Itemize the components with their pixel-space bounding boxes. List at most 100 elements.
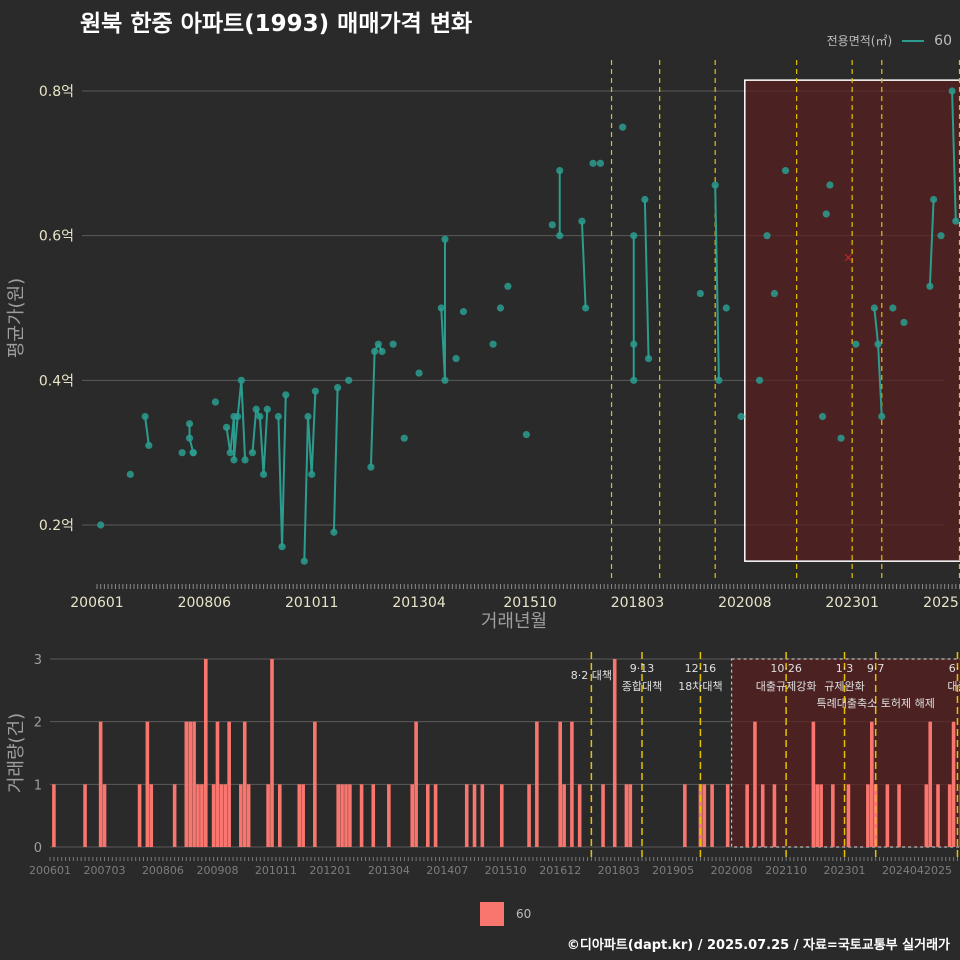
x-tick-label-bottom: 200703	[84, 864, 126, 877]
data-point	[237, 376, 245, 384]
data-point	[722, 304, 730, 312]
volume-bar	[192, 721, 196, 847]
series-line-segment	[258, 416, 265, 475]
data-point	[141, 412, 149, 421]
x-tick-label-bottom: 202404	[882, 864, 924, 877]
data-point	[452, 355, 460, 363]
x-tick-label-bottom: 201803	[598, 864, 640, 877]
volume-bar	[270, 659, 274, 847]
series-line-segment	[877, 344, 883, 417]
data-point	[97, 521, 105, 529]
series-line-segment	[277, 416, 284, 547]
x-tick-label-bottom: 200601	[29, 864, 71, 877]
data-point	[126, 470, 134, 478]
data-point	[715, 376, 723, 384]
data-point	[230, 456, 238, 464]
data-point	[252, 405, 260, 413]
policy-label: 8·2 대책	[571, 669, 612, 682]
volume-bar	[819, 784, 823, 847]
data-point	[548, 221, 556, 229]
volume-bar	[297, 784, 302, 847]
data-point	[630, 340, 638, 348]
volume-bar	[928, 721, 933, 847]
x-tick-label-bottom: 200806	[142, 864, 184, 877]
legend-bar-swatch	[480, 902, 504, 926]
legend-top: 전용면적(㎡) 60	[827, 32, 952, 49]
volume-bar	[425, 784, 430, 847]
data-point	[644, 355, 653, 363]
data-point	[400, 434, 408, 442]
data-point	[948, 87, 956, 95]
y-tick-label-bottom: 3	[34, 653, 42, 668]
volume-bar	[558, 721, 563, 847]
volume-bar	[387, 784, 391, 847]
volume-bar	[266, 784, 270, 847]
data-point	[241, 456, 249, 464]
volume-bar	[815, 784, 820, 847]
x-tick-label-bottom: 201407	[426, 864, 468, 877]
data-point	[256, 412, 264, 421]
volume-bar	[601, 784, 605, 847]
policy-label: 1·3	[836, 662, 854, 675]
data-point	[756, 376, 764, 384]
volume-bar	[313, 721, 317, 847]
data-point	[619, 123, 627, 131]
data-point	[248, 449, 257, 457]
data-point	[556, 232, 564, 240]
series-line-segment	[332, 387, 339, 533]
data-point	[145, 441, 153, 450]
volume-bar	[745, 784, 749, 847]
policy-label: 12·16	[685, 662, 717, 675]
data-point	[737, 412, 745, 421]
y-tick-label: 0.6억	[39, 229, 74, 245]
y-tick-label-bottom: 1	[34, 778, 42, 793]
policy-label: 6·2	[949, 662, 960, 675]
volume-bar	[951, 721, 956, 847]
data-point	[630, 232, 638, 240]
x-tick-label-bottom: 202110	[765, 864, 807, 877]
volume-bar	[698, 784, 703, 847]
data-point	[304, 412, 312, 421]
volume-bar	[866, 784, 870, 847]
series-line-segment	[928, 199, 935, 287]
series-line-segment	[310, 391, 317, 475]
volume-bar	[188, 721, 193, 847]
data-point	[282, 391, 290, 399]
policy-sublabel: 대출규제강화	[756, 680, 817, 693]
x-tick-label-bottom: 201510	[485, 864, 527, 877]
data-point	[226, 449, 234, 457]
data-point	[852, 340, 860, 348]
x-tick-label-bottom: 201905	[652, 864, 694, 877]
volume-bar	[535, 721, 539, 847]
volume-bar	[725, 784, 730, 847]
series-line-segment	[251, 409, 258, 453]
data-point	[389, 340, 397, 348]
data-point	[300, 557, 308, 565]
x-tick-label-bottom: 202008	[711, 864, 753, 877]
volume-bar	[869, 721, 874, 847]
volume-bar	[897, 784, 901, 847]
data-point	[696, 289, 704, 298]
volume-bar	[277, 784, 282, 847]
y-tick-label-bottom: 0	[34, 841, 42, 856]
volume-bar	[628, 784, 633, 847]
data-point	[459, 308, 468, 316]
volume-bar	[227, 721, 231, 847]
volume-bar	[885, 784, 890, 847]
data-point	[522, 430, 531, 439]
data-point	[818, 412, 827, 421]
data-point	[781, 166, 790, 175]
volume-bar	[137, 784, 142, 847]
policy-sublabel: 규제완화	[824, 680, 864, 693]
volume-bar	[924, 784, 929, 847]
series-line-segment	[307, 416, 313, 475]
y-axis-label-bottom: 거래량(건)	[6, 713, 27, 793]
x-tick-label-bottom: 2025	[924, 864, 952, 877]
volume-bar	[936, 784, 940, 847]
chart-title: 원북 한중 아파트(1993) 매매가격 변화	[80, 11, 473, 37]
policy-label: 10·26	[770, 662, 802, 675]
series-line-segment	[262, 409, 269, 475]
series-line-segment	[714, 185, 720, 381]
data-point	[504, 282, 512, 290]
x-tick-label: 2025	[923, 595, 959, 611]
